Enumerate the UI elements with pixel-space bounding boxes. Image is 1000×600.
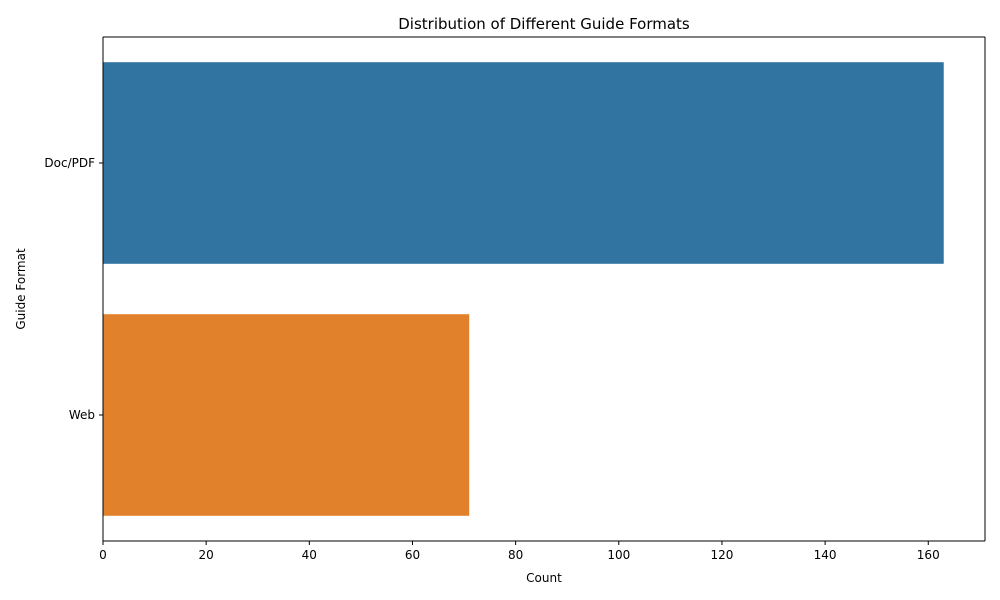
x-tick-label: 40 <box>302 548 317 562</box>
x-tick-label: 120 <box>710 548 733 562</box>
chart-title: Distribution of Different Guide Formats <box>398 15 690 33</box>
x-tick-label: 60 <box>405 548 420 562</box>
bar-web <box>103 314 470 516</box>
bars-group <box>103 62 944 516</box>
bar-doc-pdf <box>103 62 944 264</box>
y-tick-label: Web <box>69 408 95 422</box>
y-axis-label: Guide Format <box>14 248 28 330</box>
x-axis-ticks: 0 20 40 60 80 100 120 140 160 <box>99 541 940 562</box>
x-tick-label: 140 <box>814 548 837 562</box>
x-axis-label: Count <box>526 571 562 585</box>
x-tick-label: 80 <box>508 548 523 562</box>
x-tick-label: 20 <box>199 548 214 562</box>
x-tick-label: 0 <box>99 548 107 562</box>
x-tick-label: 160 <box>917 548 940 562</box>
y-tick-label: Doc/PDF <box>44 156 95 170</box>
x-tick-label: 100 <box>607 548 630 562</box>
y-axis-ticks: Doc/PDF Web <box>44 156 103 422</box>
